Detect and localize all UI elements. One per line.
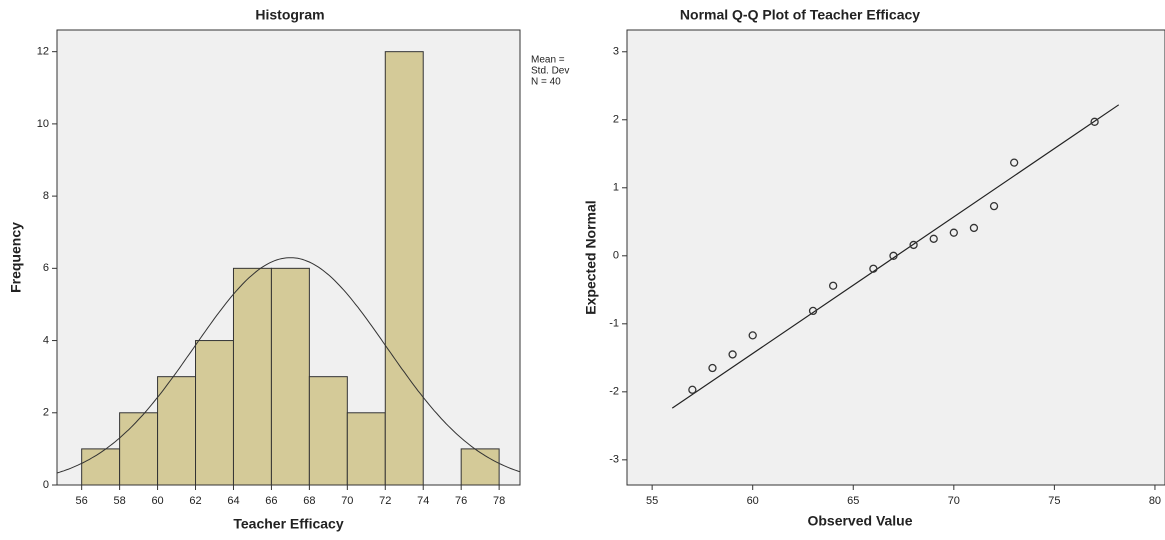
y-tick-label: -3: [609, 454, 619, 466]
point: [748, 331, 757, 340]
y-tick-label: -2: [609, 386, 619, 398]
x-tick-label: 78: [493, 495, 505, 507]
point: [688, 385, 697, 394]
bar: [157, 376, 197, 486]
x-tick-label: 62: [189, 495, 201, 507]
bar: [346, 412, 386, 486]
x-axis-label: Observed Value: [807, 513, 912, 529]
point: [889, 251, 898, 260]
x-tick-label: 55: [646, 495, 658, 507]
point: [909, 240, 918, 250]
point: [808, 306, 818, 316]
chart-title: Histogram: [255, 7, 324, 23]
point: [828, 281, 838, 290]
y-tick-label: 1: [613, 182, 619, 194]
x-tick-label: 80: [1149, 495, 1161, 507]
reference-line: [671, 104, 1120, 409]
y-tick-label: 0: [43, 479, 49, 491]
x-tick-label: 60: [151, 495, 163, 507]
y-tick-label: -1: [609, 318, 619, 330]
y-tick-label: 8: [43, 190, 49, 202]
bar: [384, 51, 424, 486]
point: [728, 350, 737, 359]
point: [1010, 158, 1019, 167]
y-tick-label: 3: [613, 46, 619, 58]
x-tick-label: 72: [379, 495, 391, 507]
stats-annotation: Std. Dev: [531, 66, 569, 77]
x-tick-label: 56: [76, 495, 88, 507]
point: [869, 264, 878, 273]
x-tick-label: 65: [847, 495, 859, 507]
point: [929, 234, 938, 243]
y-tick-label: 0: [613, 250, 619, 262]
y-axis-label: Frequency: [8, 222, 24, 293]
y-tick-label: 6: [43, 262, 49, 274]
x-tick-label: 58: [113, 495, 125, 507]
normal-curve: [56, 257, 521, 474]
chart-title: Normal Q-Q Plot of Teacher Efficacy: [680, 7, 920, 23]
bar: [195, 340, 234, 486]
y-tick-label: 2: [43, 407, 49, 419]
bar: [460, 448, 500, 486]
x-tick-label: 70: [948, 495, 960, 507]
bar: [270, 267, 310, 486]
x-tick-label: 64: [227, 495, 239, 507]
point: [949, 228, 958, 237]
bar: [308, 376, 348, 486]
x-tick-label: 60: [747, 495, 759, 507]
bar: [119, 412, 159, 486]
stats-annotation: N = 40: [531, 77, 561, 88]
x-tick-label: 70: [341, 495, 353, 507]
y-tick-label: 4: [43, 334, 49, 346]
bar: [81, 448, 121, 486]
x-tick-label: 76: [455, 495, 467, 507]
x-tick-label: 75: [1048, 495, 1060, 507]
point: [969, 223, 979, 233]
point: [708, 363, 717, 373]
y-tick-label: 2: [613, 114, 619, 126]
point: [1090, 117, 1099, 126]
x-tick-label: 74: [417, 495, 429, 507]
y-tick-label: 12: [37, 46, 49, 58]
y-axis-label: Expected Normal: [583, 200, 599, 314]
x-tick-label: 68: [303, 495, 315, 507]
stats-annotation: Mean =: [531, 55, 565, 66]
x-axis-label: Teacher Efficacy: [233, 516, 343, 532]
point: [989, 202, 999, 211]
y-tick-label: 10: [37, 118, 49, 130]
x-tick-label: 66: [265, 495, 277, 507]
bar: [232, 267, 272, 486]
